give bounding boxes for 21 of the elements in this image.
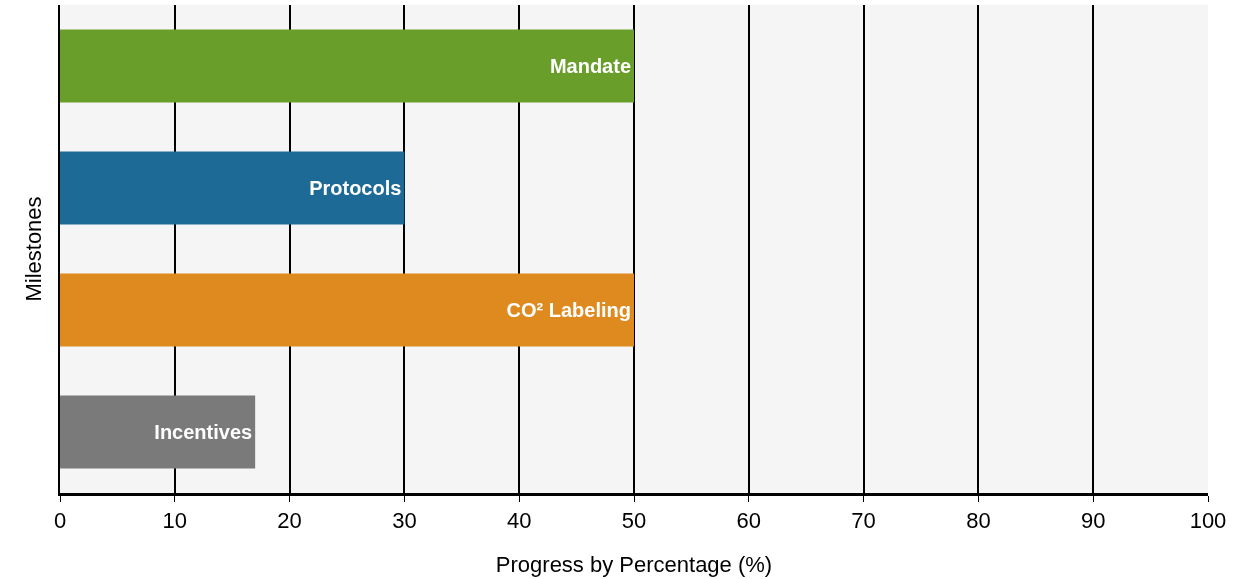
x-tick-label: 90 xyxy=(1080,508,1106,534)
x-tick-label: 0 xyxy=(53,508,67,534)
x-tick-label: 40 xyxy=(506,508,532,534)
x-tick-label: 20 xyxy=(277,508,302,534)
x-tick-label: 50 xyxy=(621,508,647,534)
x-tick-label: 100 xyxy=(1189,508,1227,534)
bar xyxy=(60,273,634,347)
bar xyxy=(60,29,634,103)
x-axis-title: Progress by Percentage (%) xyxy=(495,552,773,578)
bar xyxy=(60,151,405,225)
x-tick-label: 30 xyxy=(392,508,417,534)
x-tick-label: 60 xyxy=(736,508,762,534)
y-tick-label: CO² Labeling xyxy=(506,299,631,321)
x-tick-label: 70 xyxy=(851,508,876,534)
x-tick-label: 10 xyxy=(162,508,188,534)
bar xyxy=(60,395,256,469)
y-tick-label: Protocols xyxy=(309,177,402,199)
x-tick-label: 80 xyxy=(966,508,991,534)
y-axis-title: Milestones xyxy=(21,196,47,302)
y-tick-label: Mandate xyxy=(549,55,631,77)
y-tick-label: Incentives xyxy=(154,421,253,443)
